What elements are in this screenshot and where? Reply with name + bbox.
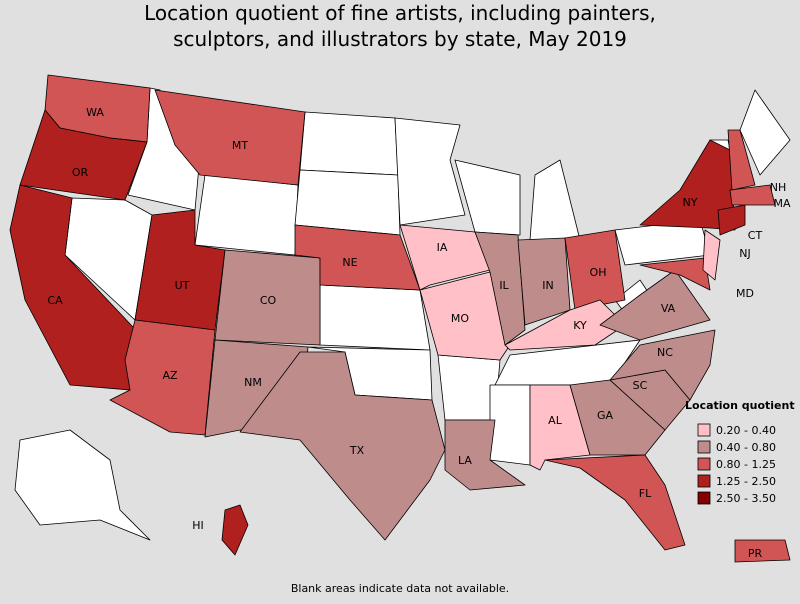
state <box>319 284 431 351</box>
state <box>474 231 526 346</box>
legend-label: 0.80 - 1.25 <box>716 458 776 471</box>
state-label: PR <box>748 547 763 560</box>
legend-swatch <box>697 423 711 437</box>
state <box>214 249 321 346</box>
state-label: IL <box>499 279 509 292</box>
state-label: NY <box>683 196 698 209</box>
state <box>569 379 666 456</box>
legend: Location quotient 0.20 - 0.40 0.40 - 0.80 0… <box>685 399 795 505</box>
state-label: MD <box>736 287 754 300</box>
state-label: WA <box>86 106 104 119</box>
state <box>14 429 151 541</box>
state <box>739 89 791 176</box>
state-label: CO <box>260 294 277 307</box>
legend-label: 2.50 - 3.50 <box>716 492 776 505</box>
state-label: GA <box>597 409 614 422</box>
state-label: KY <box>573 319 587 332</box>
state-label: HI <box>192 519 204 532</box>
state <box>717 204 746 236</box>
state <box>734 539 791 563</box>
state <box>444 419 526 491</box>
state-label: AZ <box>162 369 178 382</box>
state-label: NE <box>342 256 357 269</box>
legend-swatch <box>697 457 711 471</box>
state-label: NC <box>657 346 673 359</box>
state <box>639 257 711 291</box>
state-label: NM <box>244 376 262 389</box>
state-label: OR <box>72 166 89 179</box>
footnote: Blank areas indicate data not available. <box>291 582 509 595</box>
state-label: NH <box>770 181 787 194</box>
state <box>729 184 776 206</box>
state-label: OH <box>590 266 607 279</box>
state <box>599 269 711 341</box>
state <box>294 169 401 236</box>
state <box>727 129 756 191</box>
legend-swatch <box>697 440 711 454</box>
state <box>221 504 249 556</box>
blank-states <box>14 87 791 541</box>
state-label: CA <box>47 294 63 307</box>
title: sculptors, and illustrators by state, Ma… <box>173 27 627 51</box>
state <box>489 384 531 466</box>
state <box>239 351 446 541</box>
legend-swatch <box>697 491 711 505</box>
state <box>702 229 721 281</box>
states: WA OR CA MT UT AZ CO NM NE TX IA MO LA IL IN OH KY AL GA FL… <box>9 74 791 563</box>
state-label: MT <box>232 139 248 152</box>
state-label: TX <box>349 444 365 457</box>
state <box>544 454 686 551</box>
state-label: NJ <box>739 247 750 260</box>
state <box>454 159 521 236</box>
state <box>109 319 216 436</box>
state <box>529 159 581 241</box>
title: Location quotient of fine artists, inclu… <box>144 1 656 25</box>
state-label: AL <box>548 414 563 427</box>
state <box>419 271 511 361</box>
state-label: FL <box>639 487 652 500</box>
legend-label: 0.40 - 0.80 <box>716 441 776 454</box>
legend-swatch <box>697 474 711 488</box>
state <box>294 224 421 291</box>
state <box>609 329 716 401</box>
state-label: CT <box>748 229 763 242</box>
state-label: VA <box>661 302 676 315</box>
state-label: UT <box>175 279 190 292</box>
state-label: IN <box>542 279 553 292</box>
state-label: IA <box>437 241 448 254</box>
legend-label: 1.25 - 2.50 <box>716 475 776 488</box>
state <box>194 174 299 256</box>
state-label: LA <box>458 454 472 467</box>
state-label: MO <box>451 312 469 325</box>
legend-label: 0.20 - 0.40 <box>716 424 776 437</box>
state <box>394 117 466 226</box>
state <box>399 224 491 291</box>
state <box>564 229 626 311</box>
state-label: SC <box>633 379 648 392</box>
state <box>299 111 399 176</box>
legend-title: Location quotient <box>685 399 795 412</box>
state <box>154 89 306 186</box>
state-label: MA <box>773 197 790 210</box>
